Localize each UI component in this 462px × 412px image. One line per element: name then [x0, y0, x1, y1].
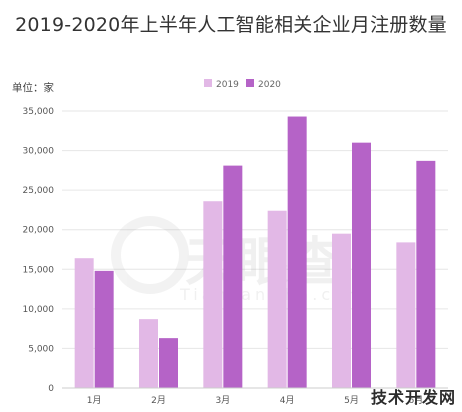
legend-swatch-2019 — [204, 79, 212, 87]
legend-label-2019: 2019 — [216, 80, 239, 90]
legend-label-2020: 2020 — [258, 80, 281, 90]
x-tick-label: 1月 — [87, 395, 102, 406]
bars — [74, 116, 436, 388]
y-tick-label: 15,000 — [23, 265, 55, 275]
y-tick-label: 5,000 — [28, 344, 54, 354]
y-tick-label: 30,000 — [23, 147, 55, 157]
y-tick-label: 0 — [48, 384, 54, 394]
bar-2020-5 — [352, 142, 371, 388]
bar-2019-1 — [74, 258, 94, 388]
x-tick-label: 6月 — [408, 395, 423, 406]
y-tick-label: 25,000 — [23, 186, 55, 196]
bar-2019-5 — [332, 233, 351, 388]
bar-2020-4 — [287, 116, 307, 388]
y-axis-ticks: 0 5,000 10,000 15,000 20,000 25,000 30,000 35,0… — [23, 107, 55, 394]
bar-2019-6 — [396, 242, 416, 388]
chart-title: 2019-2020年上半年人工智能相关企业月注册数量 — [15, 14, 447, 36]
bar-2019-4 — [267, 210, 287, 388]
y-tick-label: 20,000 — [23, 226, 55, 236]
x-axis-ticks: 1月 2月 3月 4月 5月 6月 — [87, 395, 423, 406]
corner-watermark-text: 技术开发网 — [370, 388, 456, 407]
bar-2019-3 — [203, 201, 223, 388]
x-tick-label: 4月 — [280, 395, 295, 406]
bar-2019-2 — [139, 319, 158, 388]
legend: 2019 2020 — [204, 79, 281, 90]
bar-2020-6 — [416, 160, 436, 388]
grid-lines — [62, 110, 448, 349]
legend-swatch-2020 — [246, 79, 254, 87]
y-tick-label: 35,000 — [23, 107, 55, 117]
x-tick-label: 2月 — [151, 395, 166, 406]
bar-2020-2 — [159, 338, 178, 388]
x-tick-label: 5月 — [344, 395, 359, 406]
bar-2020-3 — [223, 165, 243, 388]
y-tick-label: 10,000 — [23, 305, 55, 315]
unit-label: 单位：家 — [12, 82, 54, 94]
bar-2020-1 — [94, 270, 114, 388]
x-tick-label: 3月 — [215, 395, 230, 406]
